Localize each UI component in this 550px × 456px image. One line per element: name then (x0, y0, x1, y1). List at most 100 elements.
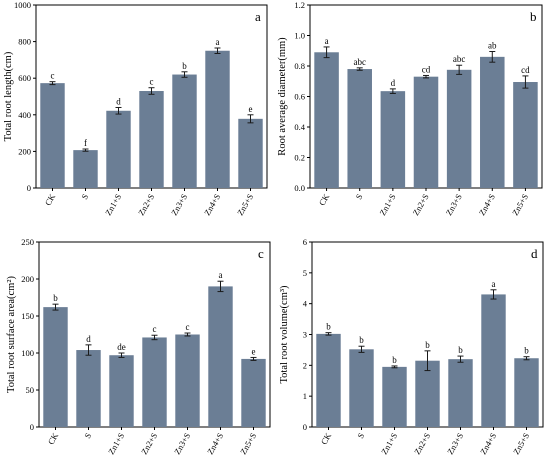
y-tick-label: 600 (18, 73, 31, 83)
significance-label: a (216, 37, 220, 47)
bar (347, 69, 372, 188)
significance-label: cd (422, 64, 431, 74)
bar (480, 56, 505, 188)
significance-label: a (325, 36, 329, 46)
bar (43, 307, 68, 427)
y-tick-label: 150 (21, 311, 34, 321)
bar (142, 337, 167, 427)
y-axis-title: Root average diameter(mm) (277, 37, 288, 156)
x-tick-label: Zn5+S (235, 192, 255, 217)
x-tick-label: Zn1+S (379, 431, 399, 456)
x-tick-label: Zn2+S (136, 192, 156, 217)
significance-label: c (153, 324, 157, 334)
x-tick-label: Zn3+S (444, 192, 464, 217)
x-tick-label: Zn4+S (202, 192, 222, 217)
bar (205, 50, 230, 188)
y-tick-label: 5 (303, 268, 307, 278)
y-tick-label: 0.8 (294, 61, 305, 71)
x-tick-label: CK (43, 191, 58, 207)
x-tick-label: Zn3+S (445, 431, 465, 456)
significance-label: b (524, 346, 529, 356)
bar (413, 76, 439, 188)
x-tick-label: Zn3+S (169, 192, 189, 217)
significance-label: b (392, 355, 397, 365)
bar (448, 359, 473, 427)
x-tick-label: Zn5+S (511, 431, 531, 456)
significance-label: de (117, 342, 126, 352)
y-tick-label: 0.0 (294, 183, 305, 193)
y-tick-label: 1000 (14, 0, 31, 10)
y-tick-label: 1.0 (294, 31, 305, 41)
significance-label: b (53, 293, 58, 303)
x-tick-label: Zn5+S (510, 192, 530, 217)
y-axis-title: Total root surface area(cm²) (6, 276, 17, 393)
significance-label: b (359, 335, 364, 345)
x-tick-label: S (353, 192, 364, 201)
x-tick-label: Zn1+S (377, 192, 397, 217)
panel-label: a (255, 9, 261, 24)
y-tick-label: 100 (21, 348, 34, 358)
bar (380, 91, 406, 188)
y-tick-label: 250 (21, 237, 34, 247)
significance-label: b (182, 61, 187, 71)
bar (106, 110, 131, 188)
bar (415, 360, 440, 427)
significance-label: ab (488, 41, 497, 51)
panel-c: 0 50 100 150 200 250 b CK d Sde Zn1+S c Zn2+S c Zn3+S a… (6, 237, 271, 456)
x-tick-label: Zn1+S (103, 192, 123, 217)
y-tick-label: 6 (303, 237, 307, 247)
y-tick-label: 1 (303, 391, 307, 401)
x-tick-label: Zn2+S (410, 192, 430, 217)
bar (73, 150, 98, 188)
y-tick-label: 0.6 (294, 92, 305, 102)
x-tick-label: CK (46, 430, 61, 446)
x-tick-label: CK (317, 191, 332, 207)
x-tick-label: Zn3+S (172, 431, 192, 456)
x-tick-label: Zn4+S (477, 192, 497, 217)
y-tick-label: 0.2 (294, 153, 305, 163)
bar (314, 52, 339, 189)
significance-label: b (458, 345, 463, 355)
significance-label: f (84, 138, 87, 148)
significance-label: c (51, 71, 55, 81)
bar (241, 358, 266, 427)
y-tick-label: 50 (26, 385, 35, 395)
y-tick-label: 1.2 (294, 0, 305, 10)
significance-label: e (249, 104, 253, 114)
significance-label: d (86, 334, 91, 344)
significance-label: abc (453, 54, 466, 64)
y-tick-label: 200 (21, 274, 34, 284)
significance-label: b (326, 322, 331, 332)
y-tick-label: 0 (27, 183, 31, 193)
bar (175, 334, 200, 427)
bar (382, 366, 407, 427)
bar (514, 358, 539, 427)
significance-label: cd (521, 65, 530, 75)
significance-label: d (391, 78, 396, 88)
panel-label: d (531, 246, 538, 261)
y-tick-label: 0.4 (294, 122, 305, 132)
y-tick-label: 0 (303, 422, 307, 432)
x-tick-label: Zn4+S (205, 431, 225, 456)
y-tick-label: 4 (303, 299, 308, 309)
panel-label: c (258, 246, 264, 261)
panel-label: b (530, 9, 537, 24)
y-tick-label: 0 (30, 422, 34, 432)
y-tick-label: 400 (18, 110, 31, 120)
significance-label: c (186, 322, 190, 332)
bar (316, 333, 341, 427)
x-tick-label: Zn2+S (139, 431, 159, 456)
bar (446, 69, 472, 188)
x-tick-label: Zn2+S (412, 431, 432, 456)
y-tick-label: 200 (18, 146, 31, 156)
x-tick-label: S (355, 431, 366, 440)
x-tick-label: Zn1+S (106, 431, 126, 456)
significance-label: abc (353, 57, 366, 67)
significance-label: b (425, 340, 430, 350)
x-tick-label: Zn4+S (478, 431, 498, 456)
bar (76, 350, 101, 427)
panel-a: 0 200 400 600 800 1000 c CK f Sd Zn1+S c Zn2+S b Zn3+S… (3, 0, 268, 217)
panel-b: 0.0 0.2 0.4 0.6 0.8 1.0 1.2 a CK abc Sd Zn1+S cd Zn2+… (277, 0, 543, 217)
y-tick-label: 3 (303, 330, 307, 340)
